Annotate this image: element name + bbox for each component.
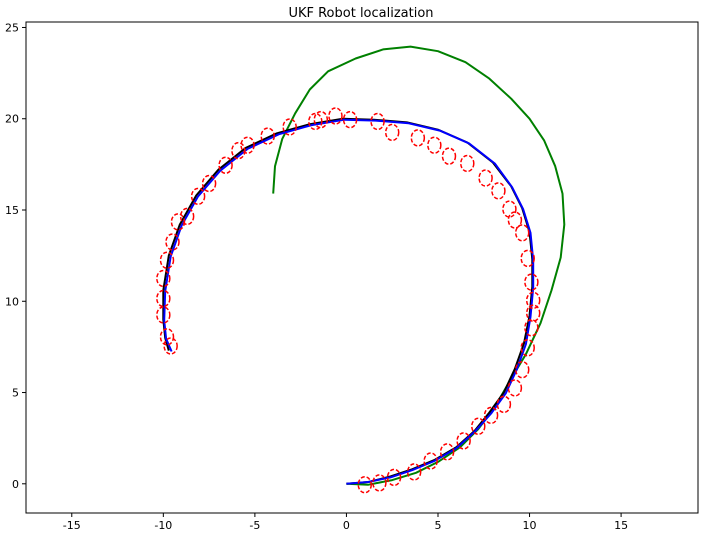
landmark-ellipse	[218, 156, 233, 175]
landmark-ellipse	[231, 141, 246, 160]
landmark-ellipse	[328, 107, 343, 125]
landmark-ellipse	[313, 110, 329, 129]
ukf-estimate-line	[163, 118, 535, 485]
landmark-ellipse	[456, 432, 471, 450]
landmark-ellipse	[525, 304, 541, 322]
x-axis: -15 -10 -5 0 5 10 15	[63, 513, 628, 532]
x-tick-label: 15	[614, 519, 628, 532]
y-tick-label: 20	[5, 113, 19, 126]
landmark-ellipse	[156, 269, 171, 288]
landmark-ellipse	[156, 289, 171, 308]
landmark-ellipse	[471, 417, 486, 436]
landmark-ellipse	[460, 154, 475, 173]
landmark-ellipse	[478, 169, 493, 187]
landmark-ellipse	[282, 118, 297, 136]
landmark-ellipse	[423, 452, 438, 470]
landmark-ellipse	[439, 443, 455, 461]
x-tick-label: 5	[434, 519, 441, 532]
landmark-ellipse	[370, 112, 385, 131]
landmark-ellipse	[170, 213, 186, 231]
landmark-ellipse	[159, 328, 175, 346]
landmark-ellipse	[483, 406, 499, 425]
landmark-ellipse	[240, 136, 255, 154]
landmark-ellipse	[524, 318, 539, 337]
chart-title: UKF Robot localization	[288, 6, 433, 21]
landmark-ellipse	[520, 249, 535, 268]
landmark-ellipse	[441, 147, 457, 165]
landmark-ellipse	[260, 127, 275, 145]
y-axis: 0 5 10 15 20 25	[5, 21, 26, 491]
landmark-ellipse	[524, 273, 539, 291]
y-tick-label: 15	[5, 204, 19, 217]
y-tick-label: 0	[12, 478, 19, 491]
landmark-ellipse	[410, 129, 426, 147]
landmark-ellipse	[357, 475, 372, 494]
plot-area	[156, 45, 566, 494]
landmark-ellipse	[372, 474, 387, 492]
landmark-ellipse	[514, 360, 530, 379]
landmark-ellipse	[308, 112, 323, 131]
y-tick-label: 25	[5, 21, 19, 34]
plot-frame	[25, 21, 699, 514]
x-tick-label: -10	[154, 519, 172, 532]
y-tick-label: 5	[12, 387, 19, 400]
landmark-ellipse	[525, 291, 541, 310]
landmark-ellipse	[502, 200, 517, 218]
x-tick-label: 10	[523, 519, 537, 532]
landmark-ellipse	[156, 306, 171, 324]
x-tick-label: -5	[249, 519, 260, 532]
landmark-ellipse	[507, 379, 523, 397]
landmark-ellipse	[163, 337, 178, 355]
landmark-ellipse	[190, 187, 206, 206]
x-tick-label: -15	[63, 519, 81, 532]
landmark-ellipse	[520, 339, 535, 357]
landmark-ellipse	[496, 395, 512, 414]
landmark-ellipse	[179, 207, 195, 226]
landmark-ellipse	[491, 182, 506, 200]
landmark-ellipse	[159, 251, 175, 269]
landmark-ellipse	[342, 110, 358, 129]
landmark-ellipse	[386, 468, 402, 487]
landmark-ellipse	[427, 136, 442, 154]
landmark-ellipse	[384, 123, 400, 142]
x-tick-label: 0	[343, 519, 350, 532]
landmark-ellipse	[201, 174, 217, 193]
landmark-ellipse	[165, 233, 180, 251]
landmark-ellipse	[406, 463, 422, 481]
landmark-ellipse	[514, 224, 530, 242]
y-tick-label: 10	[5, 295, 19, 308]
